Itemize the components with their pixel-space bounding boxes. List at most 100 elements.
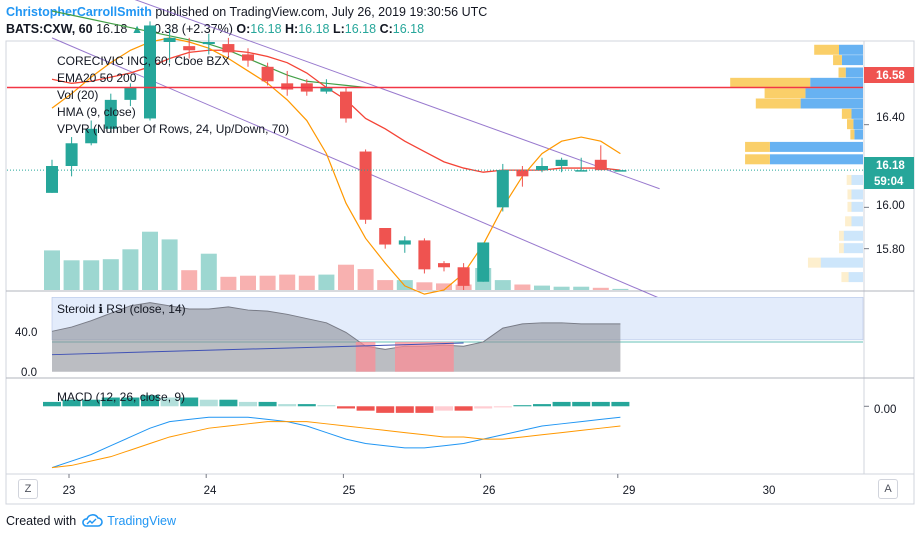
candle-body [124,87,137,100]
vpvr-down-bar [850,129,855,140]
candle-body [594,159,607,171]
macd-histogram-bar [513,405,532,407]
volume-bar [63,260,80,290]
macd-histogram-bar [121,397,140,407]
volume-bar [553,286,570,290]
volume-bar [534,285,550,290]
rsi-oversold-zone [355,341,376,372]
volume-bar [416,282,433,290]
open-label: O: [236,22,251,36]
candle-body [104,99,117,129]
x-tick-26: 26 [483,485,496,497]
legend-hma: HMA (9, close) [57,105,136,119]
candle-body [379,228,392,245]
volume-bar [83,260,100,290]
rsi-trendline [51,342,464,356]
volume-bar [44,250,60,290]
ema20-line [51,49,621,173]
macd-histogram-bar [415,406,434,413]
low-value: 16.18 [344,22,377,36]
vpvr-up-bar [851,189,863,200]
volume-bar [377,280,394,290]
volume-bar [494,280,511,290]
main-chart-title: CORECIVIC INC, 60, Cboe BZX [57,54,230,68]
macd-histogram-bar [141,395,159,407]
vpvr-up-bar [841,55,863,66]
candle-body [457,267,470,286]
candle-body [536,166,548,171]
candle-body [242,54,254,61]
x-tick-24: 24 [204,485,217,497]
candle-body [163,37,176,42]
vpvr-up-bar [820,257,863,268]
macd-histogram-bar [356,406,375,411]
volume-bar [161,239,178,290]
vpvr-up-bar [845,67,863,78]
volume-bar [259,275,276,290]
candle-body [183,46,196,51]
symbol-label: BATS:CXW, 60 [6,22,93,36]
macd-histogram-bar [552,401,571,407]
volume-bar [122,249,139,290]
macd-histogram-bar [533,404,551,407]
volume-bar [612,288,629,290]
y-tick-15-80: 15.80 [876,244,905,256]
macd-histogram-bar [101,397,120,407]
macd-line [51,416,621,469]
vpvr-down-bar [841,108,852,119]
macd-histogram-bar [180,397,199,407]
vpvr-down-bar [847,119,854,130]
candle-body [555,159,568,166]
vpvr-up-bar [851,201,863,212]
macd-histogram-bar [160,397,179,407]
vpvr-down-bar [745,141,770,152]
y-tick-16-40: 16.40 [876,112,905,124]
auto-scale-button[interactable]: A [878,479,898,499]
candle-body [202,42,215,45]
vpvr-down-bar [846,174,852,185]
tradingview-brand[interactable]: TradingView [107,514,176,528]
vpvr-up-bar [853,119,863,130]
author-name[interactable]: ChristopherCarrollSmith [6,5,152,19]
legend-vpvr: VPVR (Number Of Rows, 24, Up/Down, 70) [57,122,289,136]
vpvr-down-bar [839,243,844,254]
channel-upper-line [134,0,660,190]
vpvr-down-bar [833,55,842,66]
macd-histogram-bar [435,406,453,411]
vpvr-down-bar [745,154,770,165]
macd-histogram-bar [258,401,277,407]
vpvr-up-bar [769,154,863,165]
candle-body [261,66,274,82]
macd-histogram-bar [62,399,81,407]
rsi-tick-0: 0.0 [21,367,37,379]
volume-bar [318,274,335,290]
zoom-button[interactable]: Z [18,479,38,499]
rsi-title: Steroid ℹ RSI (close, 14) [57,302,186,316]
chart-area[interactable]: CORECIVIC INC, 60, Cboe BZX EMA20 50 200… [0,0,920,505]
candle-body [359,151,372,220]
macd-histogram-bar [239,401,257,407]
vpvr-down-bar [755,98,801,109]
macd-signal-line [51,421,621,469]
volume-bar [573,286,590,290]
vpvr-down-bar [764,88,806,99]
volume-bar [142,231,158,290]
bar-countdown-label: 59:04 [874,176,904,188]
vpvr-up-bar [854,129,863,140]
macd-histogram-bar [591,401,610,407]
resistance-price-label: 16.58 [876,70,905,82]
macd-histogram-bar [572,401,591,407]
candle-body [398,240,411,245]
candle-body [614,170,627,172]
y-tick-16-00: 16.00 [876,200,905,212]
resistance-price-bg [864,67,914,83]
footer: Created with TradingView [6,514,176,528]
candle-body [477,242,490,282]
created-with-text: Created with [6,514,77,528]
vpvr-down-bar [730,77,811,88]
macd-histogram-bar [611,401,630,407]
x-tick-29: 29 [623,485,636,497]
volume-bar [338,264,354,290]
publish-info: ChristopherCarrollSmith published on Tra… [6,5,487,19]
vpvr-down-bar [841,272,849,283]
